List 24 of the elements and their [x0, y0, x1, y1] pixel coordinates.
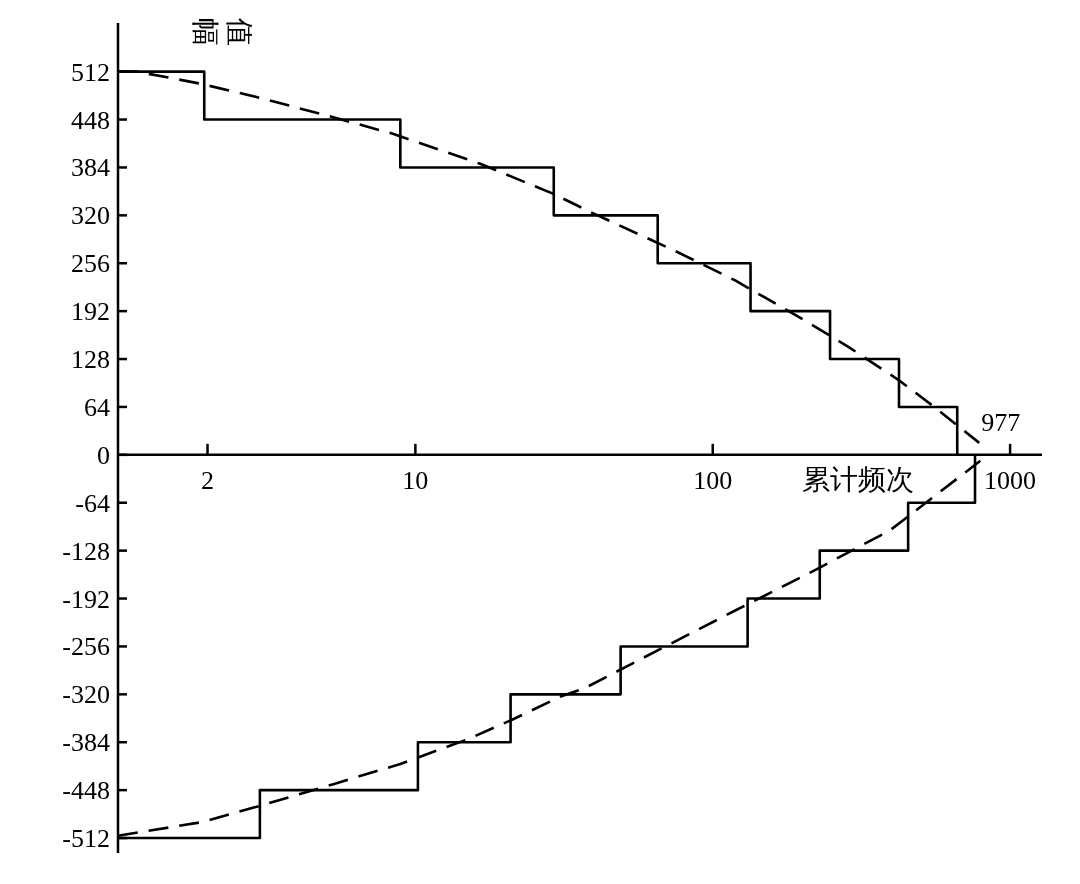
y-tick-label: -256 — [62, 632, 110, 662]
y-tick-label: 192 — [71, 297, 110, 327]
y-tick-label: 384 — [71, 153, 110, 183]
y-axis-title: 幅值 — [190, 18, 255, 52]
x-tick-label: 100 — [693, 465, 733, 495]
y-tick-label: 320 — [71, 201, 110, 231]
y-tick-label: -192 — [62, 584, 110, 614]
y-tick-label: 64 — [84, 392, 110, 422]
y-tick-label: -128 — [62, 536, 110, 566]
y-tick-label: -64 — [75, 488, 110, 518]
y-tick-label: 128 — [71, 345, 110, 375]
y-tick-label: -448 — [62, 776, 110, 806]
x-tick-label: 1000 — [984, 465, 1037, 495]
annotation: 977 — [981, 407, 1021, 437]
y-tick-label: -320 — [62, 680, 110, 710]
x-tick-label: 10 — [402, 465, 429, 495]
y-tick-label: 0 — [97, 440, 110, 470]
x-tick-label: 2 — [201, 465, 215, 495]
y-tick-label: 448 — [71, 105, 110, 135]
y-tick-label: -384 — [62, 728, 110, 758]
y-tick-label: 512 — [71, 57, 110, 87]
y-tick-label: -512 — [62, 824, 110, 854]
y-tick-label: 256 — [71, 249, 110, 279]
x-axis-title: 累计频次 — [802, 463, 915, 495]
